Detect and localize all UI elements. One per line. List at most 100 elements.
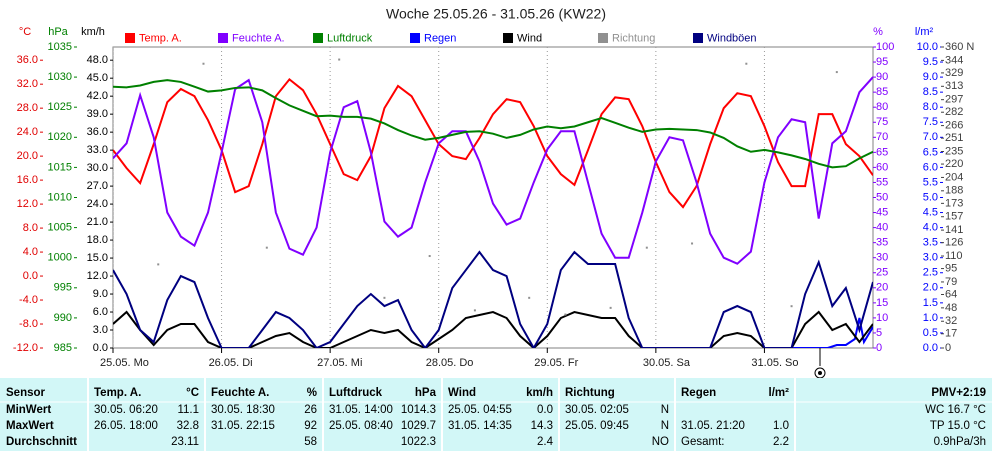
- y-tick-label: 282: [945, 106, 963, 118]
- legend-label: Windböen: [707, 32, 757, 44]
- y-tick-label: 95: [945, 262, 957, 274]
- y-tick-label: 10: [876, 312, 888, 324]
- table-cell: 30.05. 18:30: [211, 404, 275, 416]
- y-tick-label: 5.5: [923, 176, 938, 188]
- table-cell: 32.8: [177, 420, 199, 432]
- y-tick-label: 157: [945, 211, 963, 223]
- column-header: km/h: [526, 387, 553, 399]
- direction-dot: [835, 71, 838, 74]
- x-tick-label: 31.05. So: [751, 357, 798, 369]
- direction-dot: [745, 62, 748, 65]
- direction-dot: [691, 242, 694, 245]
- y-tick-label: 50: [876, 191, 888, 203]
- y-tick-label: 95: [876, 56, 888, 68]
- y-tick-label: 1.0: [923, 312, 938, 324]
- direction-dot: [265, 246, 268, 249]
- y-tick-label: 4.0: [923, 222, 938, 234]
- y-tick-label: 36.0: [87, 126, 108, 138]
- direction-dot: [564, 313, 567, 316]
- y-tick-label: 20: [876, 282, 888, 294]
- table-cell: 31.05. 22:15: [211, 420, 275, 432]
- column-header: Richtung: [565, 387, 615, 399]
- y-tick-label: 10.0: [917, 41, 938, 53]
- y-tick-label: 7.0: [923, 131, 938, 143]
- legend-swatch: [410, 33, 420, 43]
- direction-dot: [528, 296, 531, 299]
- direction-dot: [790, 305, 793, 308]
- table-cell: 0.0: [537, 404, 553, 416]
- y-tick-label: 48.0: [87, 54, 108, 66]
- y-tick-label: 204: [945, 171, 963, 183]
- column-header: Luftdruck: [329, 387, 383, 399]
- y-tick-label: 90: [876, 71, 888, 83]
- column-header: Sensor: [6, 387, 46, 399]
- table-cell: N: [661, 404, 669, 416]
- legend-swatch: [598, 33, 608, 43]
- direction-dot: [473, 309, 476, 312]
- y-tick-label: 25: [876, 267, 888, 279]
- y-tick-label: 21.0: [87, 216, 108, 228]
- y-tick-label: 2.5: [923, 267, 938, 279]
- table-cell: 1.0: [773, 420, 789, 432]
- table-cell: 1014.3: [401, 404, 436, 416]
- column-header: °C: [186, 387, 199, 399]
- table-cell: 30.05. 06:20: [94, 404, 158, 416]
- y-tick-label: 15.0: [87, 252, 108, 264]
- legend-label: Wind: [517, 32, 542, 44]
- y-tick-label: 1025: [48, 101, 72, 113]
- y-tick-label: 188: [945, 185, 963, 197]
- axis-unit: hPa: [48, 26, 68, 38]
- cursor-icon-dot: [818, 371, 822, 375]
- y-tick-label: 85: [876, 86, 888, 98]
- table-cell: 30.05. 02:05: [565, 404, 629, 416]
- column-header: Temp. A.: [94, 387, 141, 399]
- table-cell: 26: [304, 404, 317, 416]
- legend-swatch: [313, 33, 323, 43]
- legend-swatch: [125, 33, 135, 43]
- legend-swatch: [693, 33, 703, 43]
- table-cell: 1029.7: [401, 420, 436, 432]
- y-tick-label: -12.0: [13, 342, 38, 354]
- series-line: [113, 79, 873, 169]
- table-cell: 31.05. 14:35: [448, 420, 512, 432]
- table-cell: 2.4: [537, 436, 554, 448]
- table-cell: 25.05. 04:55: [448, 404, 512, 416]
- y-tick-label: 64: [945, 288, 957, 300]
- direction-dot: [338, 58, 341, 61]
- y-tick-label: 65: [876, 146, 888, 158]
- table-cell: 58: [304, 436, 317, 448]
- y-tick-label: 1035: [48, 41, 72, 53]
- table-cell: 23.11: [171, 436, 199, 448]
- y-tick-label: 9.0: [93, 288, 108, 300]
- y-tick-label: 360 N: [945, 41, 974, 53]
- y-tick-label: 35: [876, 237, 888, 249]
- y-tick-label: 3.0: [93, 324, 108, 336]
- y-tick-label: 32: [945, 315, 957, 327]
- y-tick-label: 36.0: [17, 54, 38, 66]
- series-line: [113, 250, 873, 348]
- direction-dot: [609, 306, 612, 309]
- y-tick-label: 8.5: [923, 86, 938, 98]
- y-tick-label: 313: [945, 80, 963, 92]
- series-line: [113, 310, 873, 348]
- y-tick-label: 6.0: [93, 306, 108, 318]
- y-tick-label: 995: [54, 282, 72, 294]
- y-tick-label: -8.0: [19, 318, 38, 330]
- y-tick-label: 8.0: [23, 222, 38, 234]
- direction-dot: [428, 255, 431, 258]
- chart: Woche 25.05.26 - 31.05.26 (KW22) °C -12.0…: [13, 6, 974, 378]
- plot-area: [113, 47, 873, 348]
- y-tick-label: 17: [945, 328, 957, 340]
- y-tick-label: 48: [945, 302, 957, 314]
- y-tick-label: 1010: [48, 191, 72, 203]
- column-header: Wind: [448, 387, 476, 399]
- y-tick-label: 42.0: [87, 90, 108, 102]
- y-tick-label: 32.0: [17, 78, 38, 90]
- direction-dot: [157, 263, 160, 266]
- y-tick-label: 266: [945, 120, 963, 132]
- legend-label: Regen: [424, 32, 456, 44]
- y-tick-label: 9.5: [923, 56, 938, 68]
- table-cell: N: [661, 420, 669, 432]
- y-tick-label: 40: [876, 222, 888, 234]
- table-cell: 26.05. 18:00: [94, 420, 158, 432]
